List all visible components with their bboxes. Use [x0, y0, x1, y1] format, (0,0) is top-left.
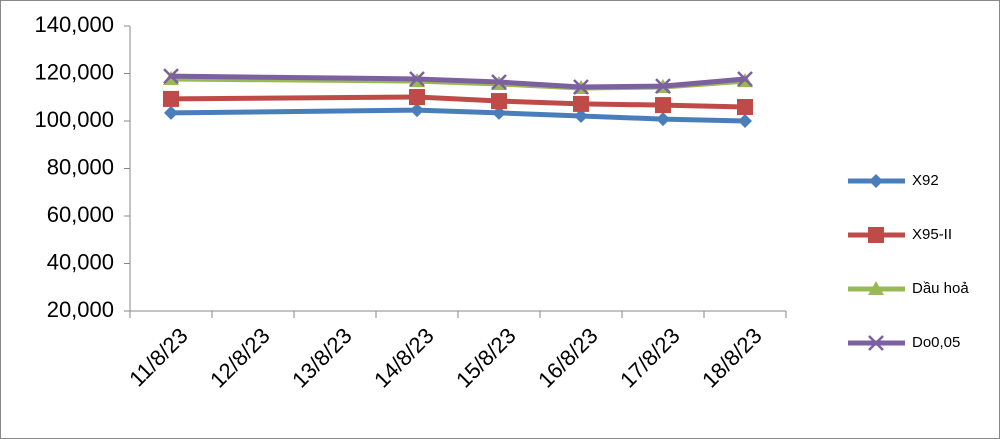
series-line [168, 107, 420, 116]
series-line [496, 79, 584, 90]
y-tick-label: 60,000 [47, 202, 114, 227]
series-line [168, 94, 420, 102]
marker [573, 79, 589, 95]
series-line [660, 102, 748, 110]
series-line [414, 107, 502, 116]
marker [491, 93, 507, 110]
marker [868, 335, 884, 351]
legend-label: Do0,05 [912, 334, 960, 351]
series-line [578, 113, 666, 122]
y-tick-label: 40,000 [47, 249, 114, 274]
marker [869, 174, 883, 188]
series-line [578, 83, 666, 90]
marker [655, 97, 671, 114]
legend-label: X95-II [912, 226, 952, 243]
series-line [414, 76, 502, 85]
marker [491, 74, 507, 90]
marker [163, 68, 179, 84]
marker [492, 105, 506, 120]
series-line [496, 98, 584, 107]
marker [656, 112, 670, 127]
y-tick-label: 120,000 [34, 59, 114, 84]
marker [410, 103, 424, 118]
series-line [496, 110, 584, 119]
marker [868, 281, 884, 295]
series-line [168, 73, 420, 82]
series-line [578, 101, 666, 108]
marker [655, 78, 671, 94]
marker [164, 105, 178, 120]
y-tick-label: 20,000 [47, 297, 114, 322]
marker [409, 89, 425, 106]
series-line [660, 116, 748, 124]
legend-label: X92 [912, 172, 939, 189]
y-tick-label: 100,000 [34, 107, 114, 132]
legend-label: Dầu hoả [912, 280, 969, 297]
y-tick-label: 140,000 [34, 12, 114, 37]
series-line [414, 94, 502, 104]
marker [737, 71, 753, 87]
marker [163, 90, 179, 107]
series-line [660, 76, 748, 89]
marker [738, 114, 752, 128]
marker [409, 71, 425, 87]
marker [737, 98, 753, 115]
y-tick-label: 80,000 [47, 154, 114, 179]
marker [573, 95, 589, 112]
marker [574, 109, 588, 124]
marker [868, 227, 884, 243]
